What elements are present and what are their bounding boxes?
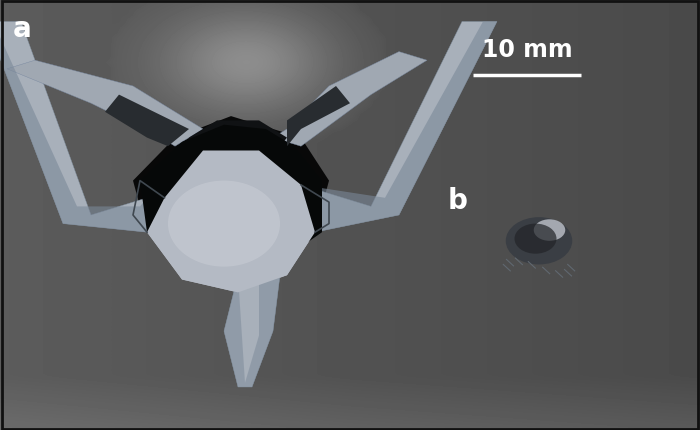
Polygon shape	[147, 150, 315, 292]
Polygon shape	[147, 150, 315, 292]
Polygon shape	[273, 52, 427, 146]
Polygon shape	[7, 60, 203, 146]
Polygon shape	[0, 22, 147, 232]
Polygon shape	[0, 22, 147, 232]
Ellipse shape	[533, 219, 566, 241]
Polygon shape	[105, 95, 189, 146]
Polygon shape	[287, 86, 350, 146]
Polygon shape	[301, 22, 497, 232]
Ellipse shape	[168, 181, 280, 267]
Text: a: a	[13, 15, 32, 43]
Ellipse shape	[203, 176, 287, 236]
Polygon shape	[189, 120, 287, 155]
Polygon shape	[301, 22, 497, 232]
Ellipse shape	[505, 217, 573, 264]
Text: 10 mm: 10 mm	[482, 38, 573, 62]
Ellipse shape	[514, 224, 556, 254]
Polygon shape	[224, 275, 280, 387]
Text: b: b	[448, 187, 468, 215]
Polygon shape	[224, 275, 280, 387]
Polygon shape	[140, 125, 322, 267]
Polygon shape	[133, 116, 329, 258]
